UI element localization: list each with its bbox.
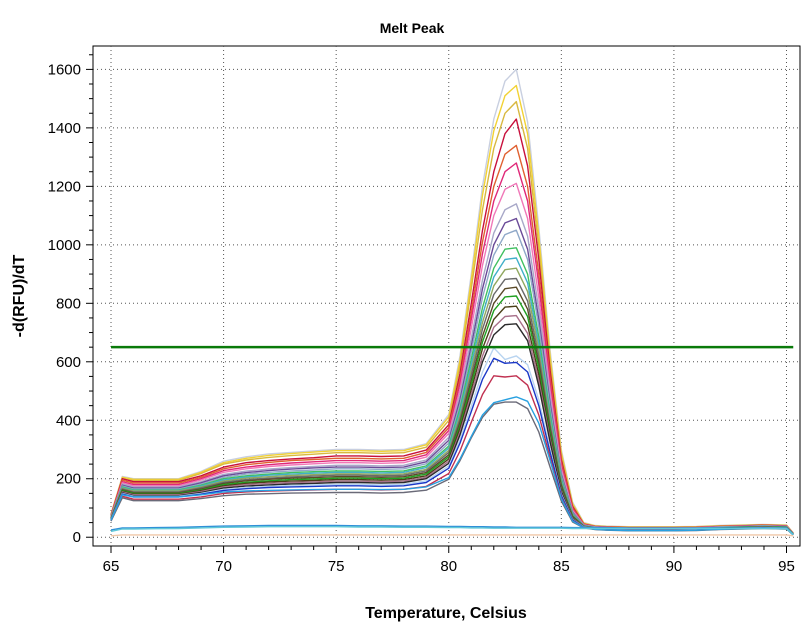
axis-ticks: 65 70 75 80 85 90 95 0 200 400 600 800 1000 1200 1400 1… [48,54,795,575]
y-tick-label: 400 [56,412,81,429]
x-tick-label: 85 [553,558,570,575]
x-tick-label: 80 [440,558,457,575]
y-tick-label: 600 [56,354,81,371]
y-tick-label: 800 [56,295,81,312]
x-tick-label: 75 [328,558,345,575]
y-tick-label: 200 [56,471,81,488]
y-tick-label: 1600 [48,61,81,78]
x-axis-label: Temperature, Celsius [365,605,527,622]
x-tick-label: 70 [215,558,232,575]
y-axis-label: -d(RFU)/dT [11,254,28,337]
y-tick-label: 0 [73,529,81,546]
x-tick-label: 65 [103,558,120,575]
grid-lines [93,46,800,546]
series-lines [110,68,794,537]
melt-curve-26 [110,526,794,536]
x-tick-label: 90 [666,558,683,575]
y-tick-label: 1400 [48,120,81,137]
melt-curve-24 [110,396,794,536]
chart-title: Melt Peak [380,20,445,36]
x-tick-label: 95 [778,558,795,575]
melt-curve-27 [110,534,794,537]
plot-area-frame [92,45,801,547]
y-tick-label: 1000 [48,237,81,254]
melt-curve-1 [110,68,794,534]
y-tick-label: 1200 [48,178,81,195]
